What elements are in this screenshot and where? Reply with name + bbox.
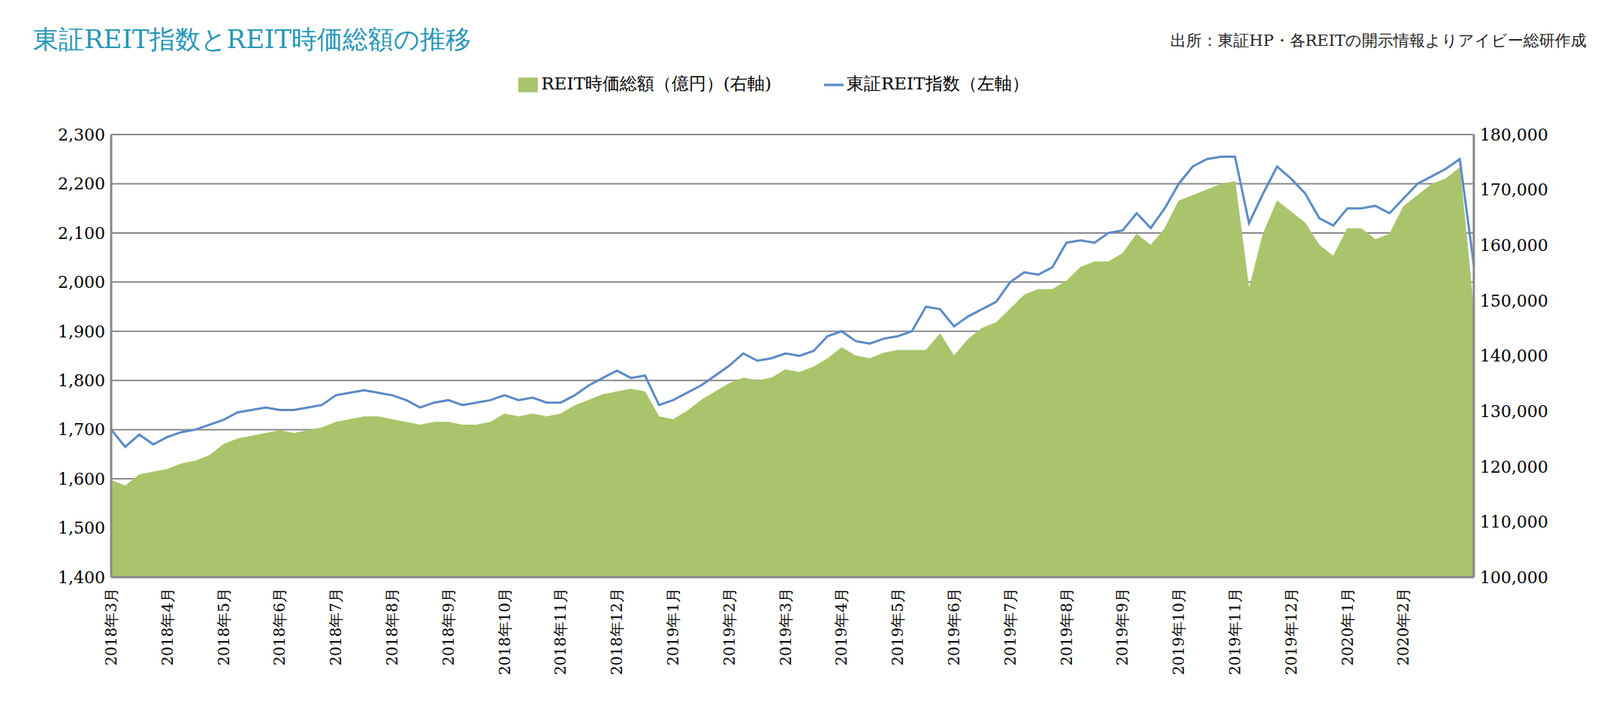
svg-text:2018年9月: 2018年9月 (439, 587, 458, 666)
svg-text:2,000: 2,000 (57, 272, 106, 292)
svg-text:2019年6月: 2019年6月 (944, 587, 964, 666)
svg-text:1,700: 1,700 (57, 419, 106, 439)
svg-text:2019年2月: 2019年2月 (720, 587, 739, 666)
svg-text:1,800: 1,800 (57, 371, 106, 390)
svg-text:140,000: 140,000 (1479, 346, 1549, 366)
svg-text:2018年11月: 2018年11月 (551, 587, 570, 675)
svg-text:2019年11月: 2019年11月 (1225, 587, 1244, 675)
svg-text:1,900: 1,900 (57, 322, 106, 342)
html-text:東証REIT指数とREIT時価総額の推移: 東証REIT指数とREIT時価総額の推移 (33, 24, 472, 55)
svg-text:2019年12月: 2019年12月 (1282, 587, 1301, 675)
svg-text:1,600: 1,600 (57, 469, 106, 489)
svg-text:150,000: 150,000 (1479, 291, 1549, 311)
svg-text:1,400: 1,400 (57, 567, 106, 587)
svg-text:2019年7月: 2019年7月 (1001, 587, 1020, 666)
svg-text:110,000: 110,000 (1479, 512, 1549, 532)
svg-text:2018年3月: 2018年3月 (102, 587, 121, 666)
svg-text:130,000: 130,000 (1479, 401, 1549, 421)
html-text:出所：東証HP・各REITの開示情報よりアイビー総研作成: 出所：東証HP・各REITの開示情報よりアイビー総研作成 (1170, 31, 1587, 50)
svg-text:2020年1月: 2020年1月 (1338, 587, 1357, 666)
svg-text:2019年1月: 2019年1月 (664, 587, 683, 666)
svg-text:2,300: 2,300 (57, 125, 106, 145)
svg-text:2019年8月: 2019年8月 (1057, 587, 1076, 666)
html-text:東証REIT指数（左軸）: 東証REIT指数（左軸） (846, 73, 1029, 94)
html-text:REIT時価総額（億円）(右軸): REIT時価総額（億円）(右軸) (541, 73, 772, 94)
svg-text:160,000: 160,000 (1479, 235, 1549, 255)
svg-text:2019年10月: 2019年10月 (1169, 587, 1188, 675)
svg-text:2,100: 2,100 (57, 223, 106, 243)
svg-text:120,000: 120,000 (1479, 457, 1549, 477)
svg-text:2018年7月: 2018年7月 (326, 587, 345, 666)
svg-text:2018年5月: 2018年5月 (214, 587, 233, 666)
svg-text:2018年10月: 2018年10月 (495, 587, 514, 675)
svg-text:2019年4月: 2019年4月 (832, 587, 851, 666)
svg-text:2019年9月: 2019年9月 (1113, 587, 1132, 666)
svg-text:2018年12月: 2018年12月 (607, 587, 626, 675)
svg-text:2019年3月: 2019年3月 (776, 587, 795, 666)
svg-text:180,000: 180,000 (1479, 125, 1549, 145)
svg-text:2020年2月: 2020年2月 (1394, 587, 1413, 666)
svg-text:2,200: 2,200 (57, 174, 106, 194)
svg-text:2018年4月: 2018年4月 (158, 587, 177, 666)
svg-text:170,000: 170,000 (1479, 180, 1549, 200)
svg-text:2018年8月: 2018年8月 (383, 587, 402, 666)
svg-text:100,000: 100,000 (1479, 567, 1549, 587)
svg-text:2018年6月: 2018年6月 (270, 587, 289, 666)
svg-text:1,500: 1,500 (57, 518, 106, 538)
svg-text:2019年5月: 2019年5月 (888, 587, 907, 666)
